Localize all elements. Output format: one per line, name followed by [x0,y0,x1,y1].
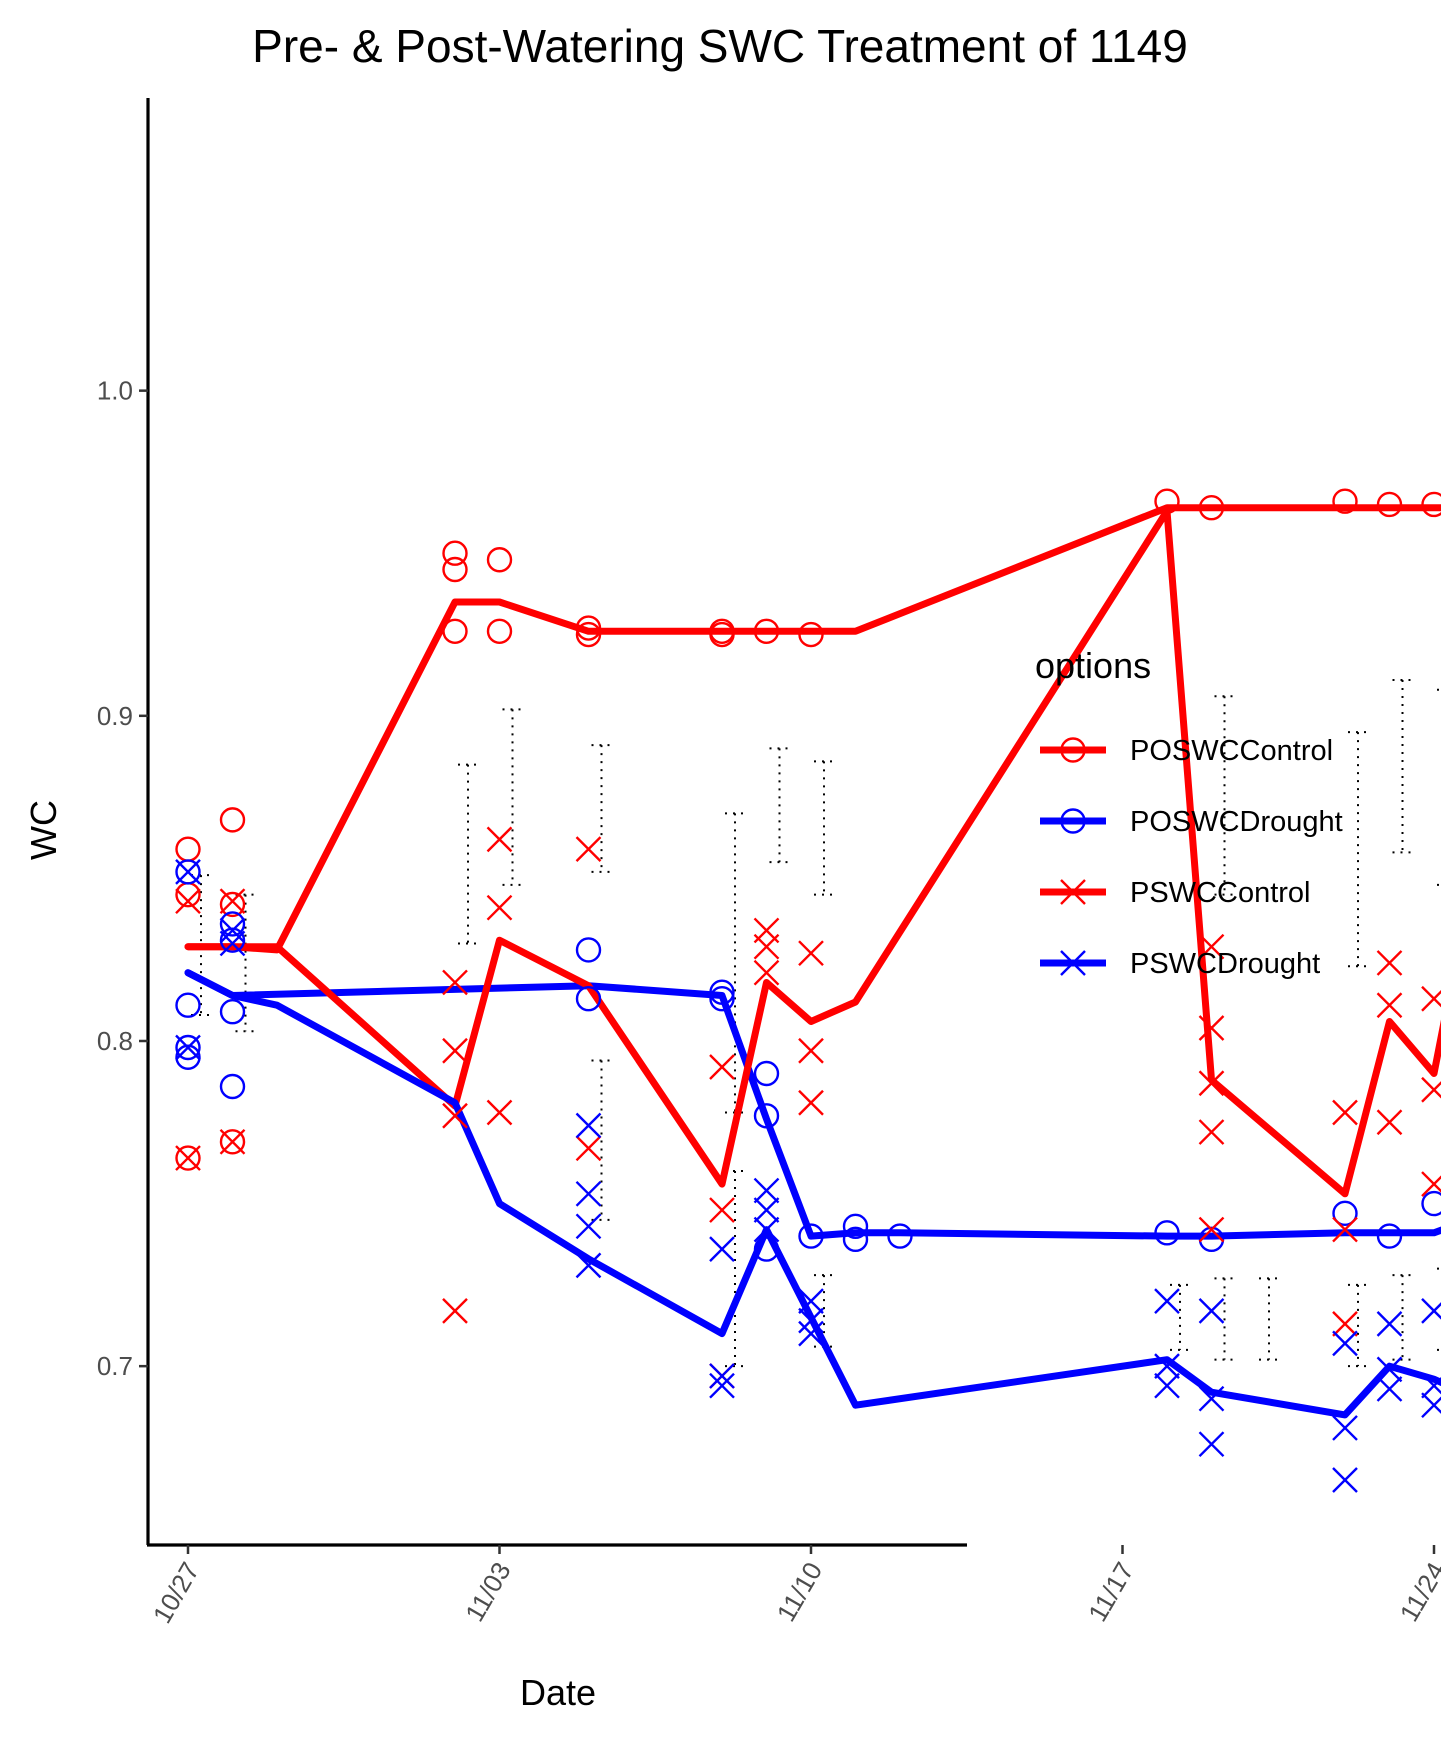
legend-label: PSWCControl [1130,877,1311,909]
point-pswccontrol [176,1146,200,1170]
point-pswccontrol [1333,1312,1357,1336]
error-bar [770,748,790,862]
x-tick-label: 11/10 [771,1557,829,1627]
point-pswcdrought [1333,1416,1357,1440]
x-tick-label: 10/27 [147,1557,206,1628]
legend-label: PSWCDrought [1130,948,1320,980]
y-tick-label: 0.9 [97,701,133,731]
point-pswcdrought [1333,1331,1357,1355]
point-pswcdrought [1378,1377,1402,1401]
point-poswcdrought [1423,1192,1441,1215]
y-axis-title: WC [23,800,64,860]
point-pswccontrol [221,1130,245,1154]
point-pswccontrol [755,935,779,959]
point-poswccontrol [444,558,467,581]
series-line-poswccontrol [188,322,1441,950]
point-pswccontrol [1200,1120,1224,1144]
point-poswccontrol [221,808,244,831]
x-axis-title: Date [520,1672,596,1713]
error-bar [814,761,834,894]
error-bar [1348,1285,1368,1366]
point-pswcdrought [1155,1289,1179,1313]
point-pswccontrol [443,1039,467,1063]
point-pswccontrol [710,1198,734,1222]
point-pswcdrought [1378,1312,1402,1336]
legend-title: options [1035,645,1151,686]
point-poswccontrol [488,548,511,571]
error-bar [1393,680,1413,852]
point-poswccontrol [444,620,467,643]
legend: options POSWCControl POSWCDrought PSWCCont… [1035,645,1343,980]
point-pswcdrought [710,1237,734,1261]
x-tick-label: 11/03 [459,1557,517,1627]
error-bar [1259,1278,1279,1359]
legend-label: POSWCControl [1130,735,1333,767]
point-pswcdrought [176,860,200,884]
point-pswcdrought [1422,1393,1441,1417]
point-pswccontrol [1422,1078,1441,1102]
point-pswcdrought [577,1114,601,1138]
y-axis-ticks: 0.7 0.8 0.9 1.0 [97,376,148,1382]
point-pswccontrol [1422,987,1441,1011]
chart-title: Pre- & Post-Watering SWC Treatment of 11… [252,20,1188,72]
point-pswcdrought [1422,1299,1441,1323]
point-poswcdrought [177,994,200,1017]
legend-item-poswcdrought: POSWCDrought [1040,806,1343,838]
point-pswcdrought [1333,1468,1357,1492]
legend-item-pswcdrought: PSWCDrought [1040,948,1320,980]
y-tick-label: 0.7 [97,1351,133,1381]
y-tick-label: 0.8 [97,1026,133,1056]
point-pswccontrol [488,896,512,920]
point-pswccontrol [799,941,823,965]
point-pswcdrought [755,1179,779,1203]
series-line-pswccontrol [188,511,1441,1194]
error-bar [1215,696,1235,894]
point-poswccontrol [488,620,511,643]
error-bar [1437,1269,1441,1350]
legend-label: POSWCDrought [1130,806,1343,838]
point-pswccontrol [1333,1101,1357,1125]
error-bar [458,765,478,944]
point-pswccontrol [488,1101,512,1125]
error-bar [592,745,612,872]
point-pswccontrol [1378,1110,1402,1134]
error-bar [725,1171,745,1366]
point-pswccontrol [799,1039,823,1063]
error-bar [1437,690,1441,885]
point-pswccontrol [1378,951,1402,975]
point-poswccontrol [177,838,200,861]
error-bar [725,813,745,1112]
point-poswcdrought [221,1075,244,1098]
point-poswcdrought [221,1000,244,1023]
legend-item-pswccontrol: PSWCControl [1040,877,1311,909]
point-pswccontrol [577,837,601,861]
point-pswccontrol [577,1136,601,1160]
point-pswcdrought [577,1214,601,1238]
point-poswcdrought [577,938,600,961]
point-pswcdrought [1200,1432,1224,1456]
point-pswcdrought [1155,1374,1179,1398]
x-tick-label: 11/24 [1394,1557,1441,1627]
point-pswccontrol [710,1055,734,1079]
error-bar [1348,732,1368,966]
point-poswcdrought [755,1062,778,1085]
series-line-pswcdrought [188,973,1441,1448]
point-pswcdrought [176,1035,200,1059]
point-pswcdrought [577,1182,601,1206]
point-pswccontrol [799,1091,823,1115]
point-pswcdrought [1200,1299,1224,1323]
point-pswccontrol [1378,993,1402,1017]
y-tick-label: 1.0 [97,376,133,406]
error-bar [503,709,523,885]
error-bar [1215,1278,1235,1359]
x-tick-label: 11/17 [1082,1557,1140,1627]
point-pswccontrol [488,827,512,851]
point-pswcdrought [755,1198,779,1222]
legend-item-poswccontrol: POSWCControl [1040,735,1333,767]
error-bar [592,1060,612,1219]
point-pswccontrol [443,1299,467,1323]
